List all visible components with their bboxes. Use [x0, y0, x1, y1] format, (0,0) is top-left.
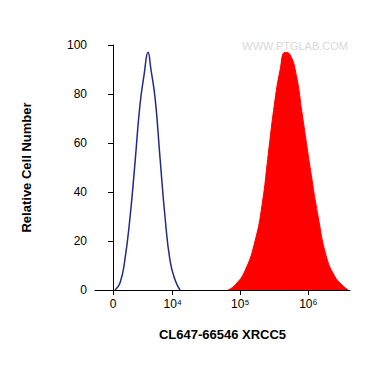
svg-text:40: 40: [74, 185, 88, 199]
svg-text:100: 100: [67, 38, 87, 52]
svg-text:20: 20: [74, 234, 88, 248]
svg-text:0: 0: [110, 297, 117, 311]
svg-text:10⁶: 10⁶: [299, 297, 317, 311]
svg-text:Relative Cell Number: Relative Cell Number: [19, 102, 34, 232]
svg-text:CL647-66546 XRCC5: CL647-66546 XRCC5: [159, 327, 286, 342]
svg-text:80: 80: [74, 87, 88, 101]
svg-text:WWW.PTGLAB.COM: WWW.PTGLAB.COM: [242, 40, 348, 52]
svg-text:60: 60: [74, 136, 88, 150]
svg-text:0: 0: [80, 283, 87, 297]
svg-text:10⁴: 10⁴: [163, 297, 182, 311]
svg-text:10⁵: 10⁵: [231, 297, 249, 311]
